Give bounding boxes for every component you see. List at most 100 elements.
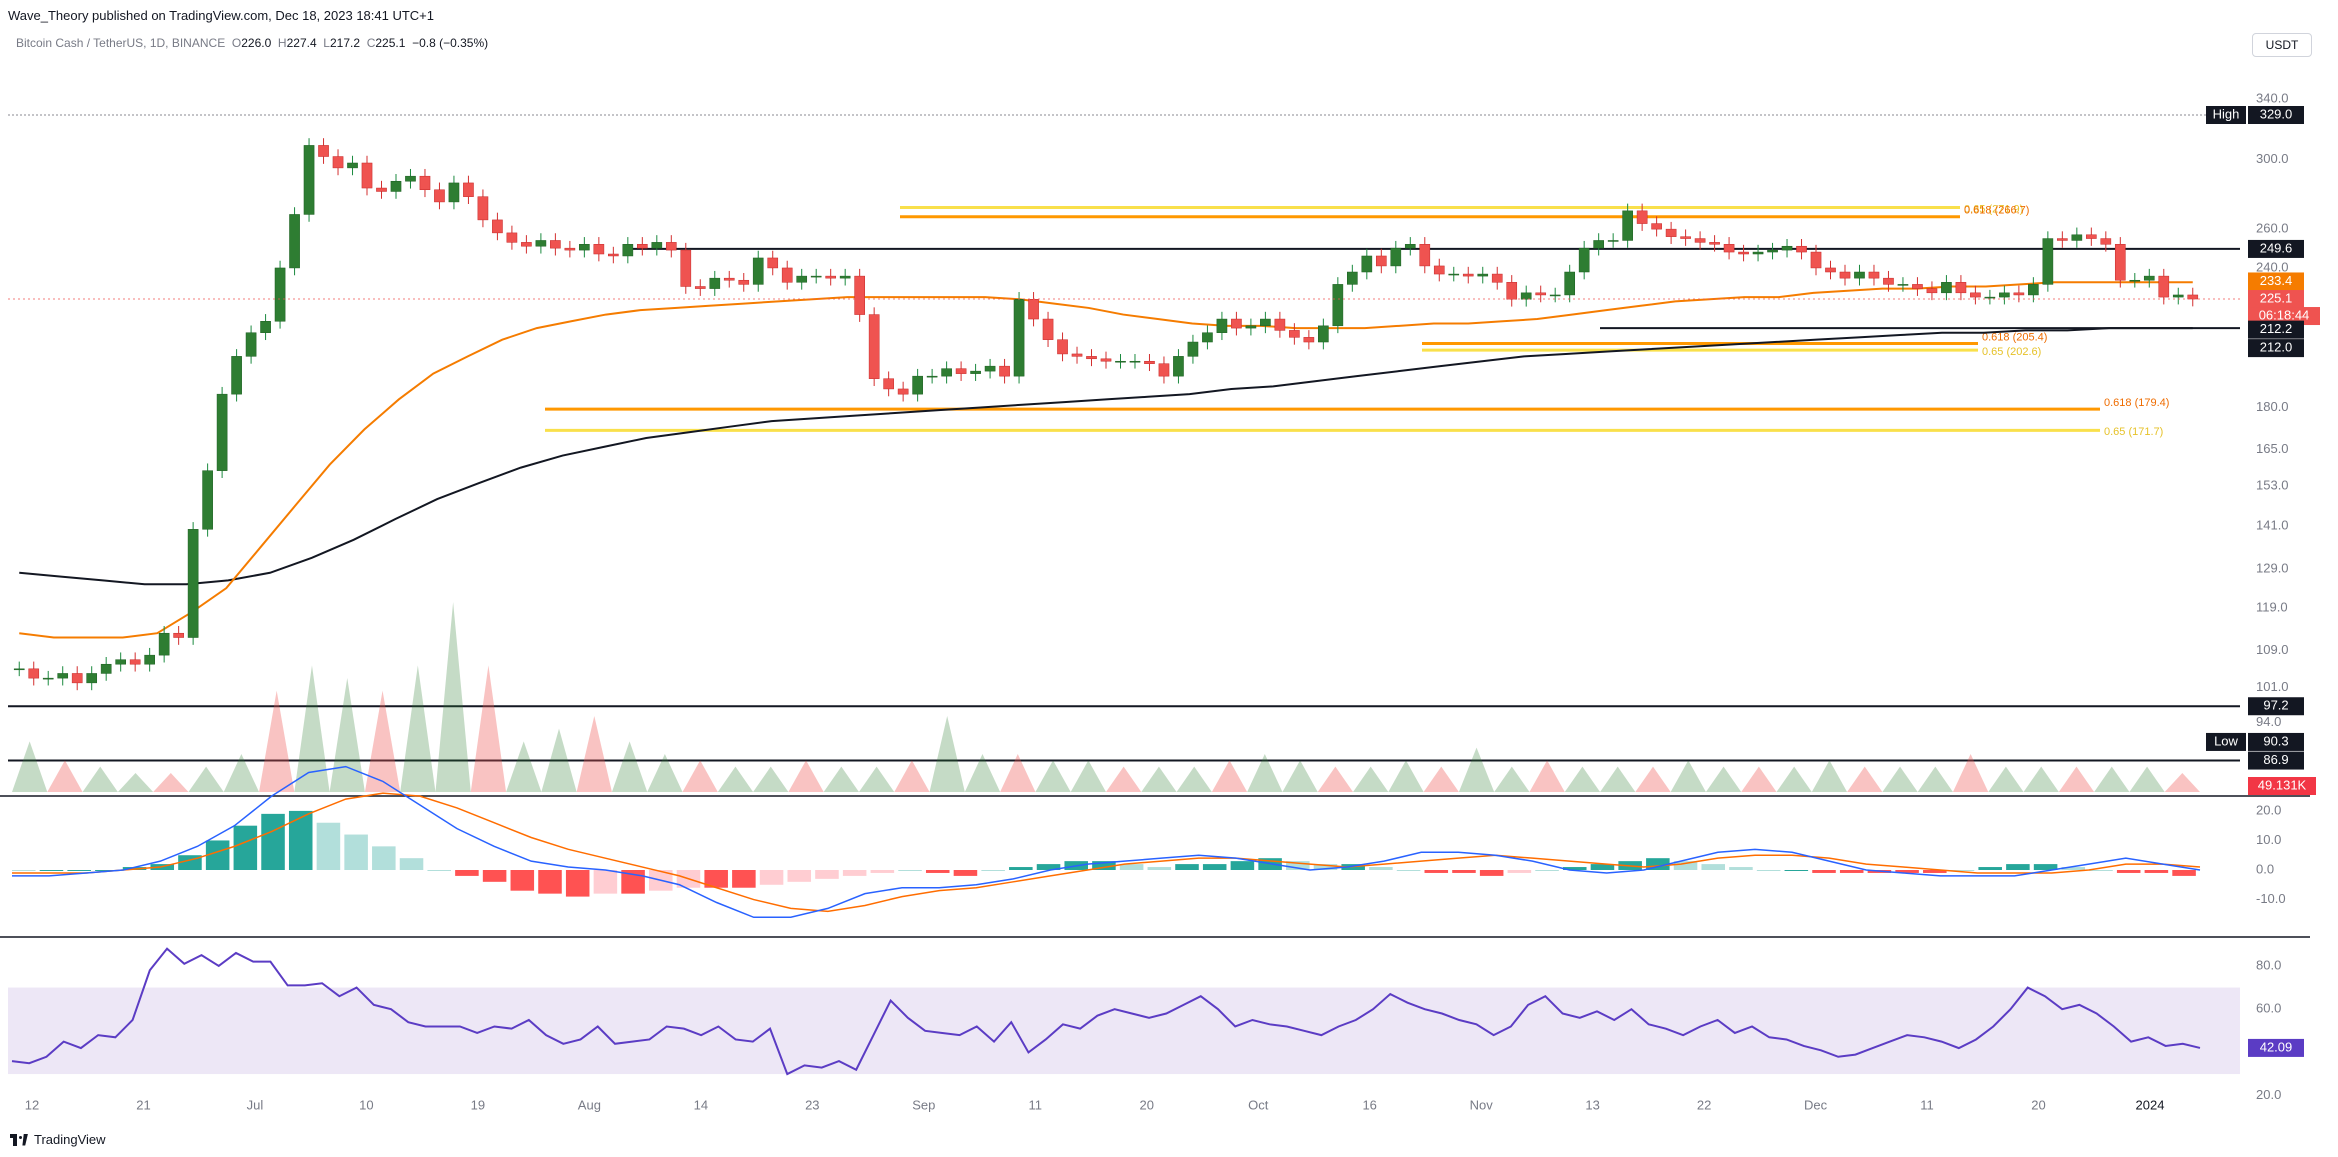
footer-brand: TradingView bbox=[34, 1132, 106, 1147]
volume-mark bbox=[753, 766, 789, 792]
candle-body bbox=[1854, 271, 1865, 279]
macd-histogram-bar bbox=[1673, 861, 1698, 870]
y-tick-label: 119.0 bbox=[2256, 600, 2288, 615]
candle-body bbox=[680, 249, 692, 287]
macd-histogram-bar bbox=[1396, 870, 1421, 871]
volume-mark bbox=[435, 602, 471, 792]
volume-mark bbox=[1282, 760, 1318, 792]
volume-mark bbox=[1000, 754, 1036, 792]
candle-body bbox=[521, 242, 532, 247]
macd-tick-label: -10.0 bbox=[2256, 891, 2286, 906]
fib-level-label: 0.618 (205.4) bbox=[1982, 331, 2047, 343]
volume-mark bbox=[223, 754, 260, 792]
macd-histogram-bar bbox=[1424, 870, 1449, 873]
fib-level-label: 0.618 (266.7) bbox=[1964, 205, 2029, 217]
candle-body bbox=[1680, 236, 1691, 239]
x-tick-label: 2024 bbox=[2136, 1097, 2165, 1112]
volume-mark bbox=[1705, 766, 1742, 792]
candle-body bbox=[1231, 318, 1242, 329]
candle-body bbox=[883, 378, 894, 390]
candle-body bbox=[1607, 240, 1619, 242]
macd-histogram-bar bbox=[2061, 867, 2086, 870]
candle-body bbox=[622, 244, 634, 257]
candle-body bbox=[1187, 341, 1199, 357]
macd-histogram-bar bbox=[898, 870, 922, 871]
candle-body bbox=[477, 196, 489, 221]
price-axis-label-bg bbox=[2248, 732, 2304, 751]
candle-body bbox=[347, 162, 358, 169]
candle-body bbox=[984, 365, 996, 372]
candle-body bbox=[1970, 292, 1981, 298]
macd-histogram-bar bbox=[565, 870, 590, 897]
candle-body bbox=[1767, 249, 1778, 253]
candle-body bbox=[2028, 284, 2039, 296]
x-tick-label: 21 bbox=[136, 1097, 150, 1112]
candle-body bbox=[1665, 228, 1677, 237]
ema200-line bbox=[19, 327, 2193, 586]
candle-body bbox=[593, 244, 605, 255]
macd-histogram-bar bbox=[787, 870, 812, 882]
macd-histogram-bar bbox=[842, 870, 867, 876]
volume-mark bbox=[541, 728, 577, 792]
candle-body bbox=[1738, 251, 1749, 255]
volume-mark bbox=[1211, 760, 1248, 792]
macd-histogram-bar bbox=[1729, 867, 1753, 870]
candle-body bbox=[390, 180, 402, 192]
price-tag-label: Low bbox=[2214, 733, 2238, 748]
legend-close: 225.1 bbox=[375, 36, 406, 50]
candle-body bbox=[1173, 356, 1184, 377]
volume-mark bbox=[329, 678, 365, 792]
candle-body bbox=[636, 244, 648, 249]
macd-histogram-bar bbox=[870, 870, 895, 873]
macd-tick-label: 20.0 bbox=[2256, 802, 2281, 817]
volume-mark bbox=[82, 766, 118, 792]
y-tick-label: 153.0 bbox=[2256, 478, 2289, 493]
candle-body bbox=[941, 368, 952, 377]
candle-body bbox=[376, 187, 387, 192]
macd-tick-label: 10.0 bbox=[2256, 832, 2281, 847]
macd-histogram-bar bbox=[67, 870, 91, 871]
price-axis-label-text: 233.4 bbox=[2260, 273, 2293, 288]
macd-histogram-bar bbox=[1701, 864, 1726, 870]
price-axis-label-text: 212.0 bbox=[2260, 340, 2293, 355]
candle-body bbox=[1375, 255, 1387, 267]
tag-bg bbox=[2206, 106, 2246, 125]
fib-level-label: 0.618 (179.4) bbox=[2104, 397, 2169, 409]
candle-body bbox=[1752, 251, 1764, 255]
candle-body bbox=[332, 156, 344, 169]
volume-mark bbox=[964, 754, 1001, 792]
volume-mark bbox=[1247, 754, 1283, 792]
x-tick-label: Oct bbox=[1248, 1097, 1269, 1112]
volume-mark bbox=[47, 760, 83, 792]
candle-body bbox=[1347, 271, 1358, 285]
candle-body bbox=[231, 356, 242, 395]
candle-body bbox=[42, 677, 54, 680]
candle-body bbox=[1491, 273, 1503, 283]
candle-body bbox=[1057, 339, 1068, 355]
macd-histogram-bar bbox=[1286, 861, 1310, 870]
candle-body bbox=[1419, 244, 1431, 267]
macd-histogram-bar bbox=[593, 870, 618, 894]
volume-mark bbox=[2094, 766, 2130, 792]
candle-body bbox=[463, 182, 474, 197]
price-axis-label: 90.3 bbox=[2248, 732, 2304, 751]
candle-body bbox=[868, 314, 880, 379]
volume-mark bbox=[1988, 766, 2024, 792]
x-tick-label: Sep bbox=[912, 1097, 935, 1112]
volume-mark bbox=[788, 760, 824, 792]
candle-body bbox=[665, 242, 677, 251]
candle-body bbox=[289, 214, 300, 269]
macd-histogram-bar bbox=[953, 870, 978, 876]
candle-body bbox=[2143, 275, 2155, 281]
fib-level-label: 0.65 (171.7) bbox=[2104, 426, 2163, 438]
candle-body bbox=[1723, 244, 1735, 253]
macd-histogram-bar bbox=[925, 870, 950, 873]
currency-button[interactable]: USDT bbox=[2252, 33, 2312, 57]
candle-body bbox=[1158, 363, 1170, 377]
candle-body bbox=[434, 189, 445, 203]
candle-body bbox=[1477, 273, 1489, 277]
volume-mark bbox=[1106, 766, 1142, 792]
volume-mark bbox=[12, 741, 48, 792]
tradingview-logo-icon bbox=[10, 1133, 28, 1146]
